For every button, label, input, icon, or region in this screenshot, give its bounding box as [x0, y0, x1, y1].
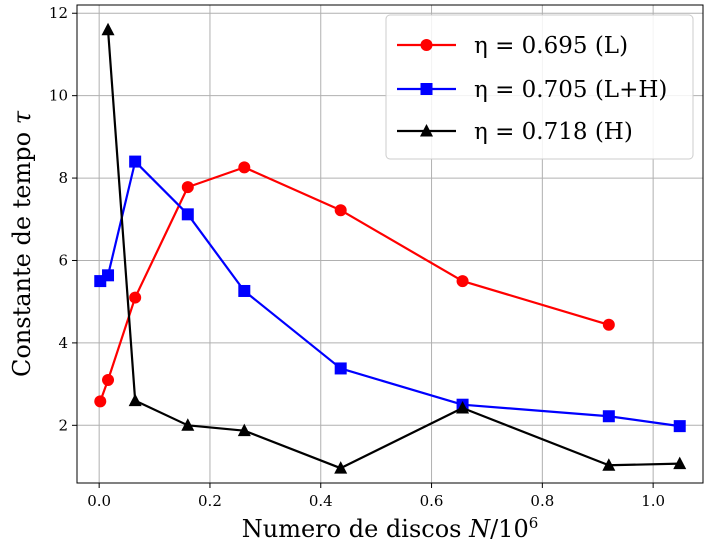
data-point	[182, 181, 194, 193]
y-tick-label: 8	[58, 169, 68, 187]
y-tick-label: 12	[49, 4, 68, 22]
legend: η = 0.695 (L) η = 0.705 (L+H) η = 0.718 (H…	[386, 15, 693, 159]
data-point	[335, 204, 347, 216]
x-tick-label: 1.0	[641, 492, 665, 510]
y-tick-label: 4	[58, 334, 68, 352]
data-point	[94, 395, 106, 407]
legend-marker	[421, 83, 433, 95]
x-tick-label: 0.6	[420, 492, 444, 510]
x-tick-label: 0.4	[309, 492, 333, 510]
data-point	[182, 208, 194, 220]
x-tick-label: 0.0	[87, 492, 111, 510]
data-point	[457, 275, 469, 287]
legend-label: η = 0.718 (H)	[474, 119, 633, 145]
data-point	[102, 374, 114, 386]
y-axis-label: Constante de tempo τ	[8, 110, 36, 377]
data-point	[181, 418, 194, 431]
x-tick-label: 0.8	[530, 492, 554, 510]
legend-marker	[421, 39, 433, 51]
data-point	[129, 394, 142, 407]
data-point	[335, 362, 347, 374]
data-point	[129, 156, 141, 168]
y-tick-label: 6	[58, 251, 68, 269]
data-point	[129, 292, 141, 304]
y-tick-label: 10	[49, 87, 68, 105]
legend-label: η = 0.695 (L)	[474, 33, 628, 59]
data-point	[238, 161, 250, 173]
series-line	[100, 162, 679, 427]
data-point	[603, 410, 615, 422]
data-point	[674, 420, 686, 432]
data-point	[238, 285, 250, 297]
data-point	[102, 269, 114, 281]
data-point	[102, 23, 115, 35]
y-tick-label: 2	[58, 416, 68, 434]
legend-label: η = 0.705 (L+H)	[474, 77, 667, 103]
data-point	[603, 319, 615, 331]
x-axis-label: Numero de discos N/106	[242, 514, 539, 543]
x-tick-label: 0.2	[198, 492, 222, 510]
